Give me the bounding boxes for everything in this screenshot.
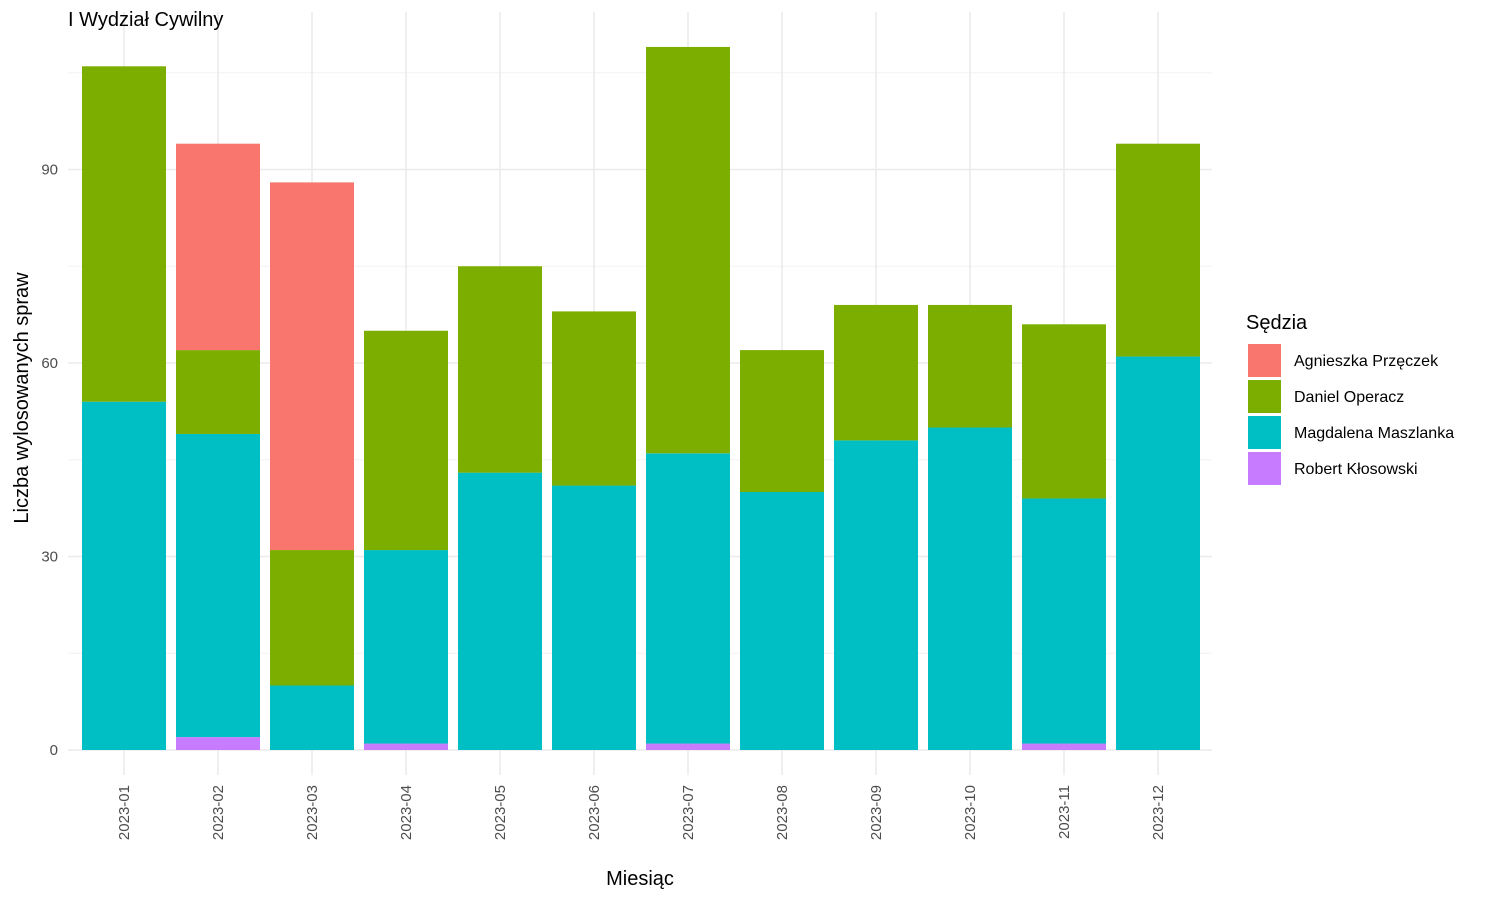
- bar-segment: [740, 350, 824, 492]
- bar-segment: [1116, 356, 1200, 750]
- bar-segment: [270, 685, 354, 750]
- bar-segment: [834, 440, 918, 750]
- legend-label: Agnieszka Przęczek: [1294, 353, 1439, 370]
- legend-label: Daniel Operacz: [1294, 389, 1404, 406]
- bar-segment: [176, 433, 260, 738]
- bar-segment: [1022, 743, 1106, 750]
- bar-segment: [176, 350, 260, 434]
- y-tick-label: 30: [41, 549, 58, 566]
- bar-segment: [270, 182, 354, 551]
- bar-segment: [928, 304, 1012, 428]
- legend-swatch: [1248, 416, 1281, 449]
- bar-segment: [82, 66, 166, 402]
- y-tick-label: 0: [50, 742, 58, 759]
- y-tick-label: 60: [41, 355, 58, 372]
- legend: Sędzia Agnieszka Przęczek Daniel Operacz M…: [1246, 312, 1454, 485]
- bars: [82, 46, 1200, 750]
- bar-segment: [1022, 324, 1106, 499]
- bar-segment: [458, 266, 542, 473]
- bar-segment: [364, 330, 448, 551]
- x-tick-label: 2023-12: [1150, 785, 1167, 840]
- bar-segment: [552, 485, 636, 750]
- bar-segment: [364, 743, 448, 750]
- bar-segment: [928, 427, 1012, 750]
- legend-title: Sędzia: [1246, 312, 1308, 334]
- x-tick-label: 2023-09: [868, 785, 885, 840]
- bar-segment: [364, 550, 448, 744]
- legend-label: Robert Kłosowski: [1294, 461, 1418, 478]
- bar-segment: [270, 550, 354, 686]
- x-tick-label: 2023-04: [398, 785, 415, 840]
- bar-segment: [82, 401, 166, 750]
- chart-title: I Wydział Cywilny: [68, 9, 223, 31]
- bar-segment: [740, 492, 824, 750]
- x-tick-label: 2023-01: [116, 785, 133, 840]
- bar-segment: [646, 46, 730, 454]
- x-tick-label: 2023-10: [962, 785, 979, 840]
- y-axis-title: Liczba wylosowanych spraw: [11, 272, 33, 524]
- legend-swatch: [1248, 344, 1281, 377]
- x-tick-label: 2023-11: [1056, 785, 1073, 839]
- x-axis-title: Miesiąc: [606, 868, 674, 890]
- bar-segment: [834, 304, 918, 441]
- x-tick-label: 2023-07: [680, 785, 697, 840]
- legend-swatch: [1248, 380, 1281, 413]
- bar-segment: [176, 143, 260, 351]
- bar-segment: [1116, 143, 1200, 357]
- bar-segment: [646, 453, 730, 744]
- bar-segment: [176, 737, 260, 750]
- x-tick-label: 2023-03: [304, 785, 321, 840]
- x-tick-label: 2023-06: [586, 785, 603, 840]
- legend-swatch: [1248, 452, 1281, 485]
- bar-segment: [646, 743, 730, 750]
- y-axis-ticks: 0 30 60 90: [41, 162, 58, 760]
- bar-segment: [458, 472, 542, 750]
- legend-label: Magdalena Maszlanka: [1294, 425, 1454, 442]
- bar-segment: [1022, 498, 1106, 744]
- bar-segment: [552, 311, 636, 486]
- y-tick-label: 90: [41, 162, 58, 179]
- x-tick-label: 2023-08: [774, 785, 791, 840]
- x-tick-label: 2023-05: [492, 785, 509, 840]
- x-axis-ticks: 2023-01 2023-02 2023-03 2023-04 2023-05 2023-…: [116, 785, 1167, 840]
- x-tick-label: 2023-02: [210, 785, 227, 840]
